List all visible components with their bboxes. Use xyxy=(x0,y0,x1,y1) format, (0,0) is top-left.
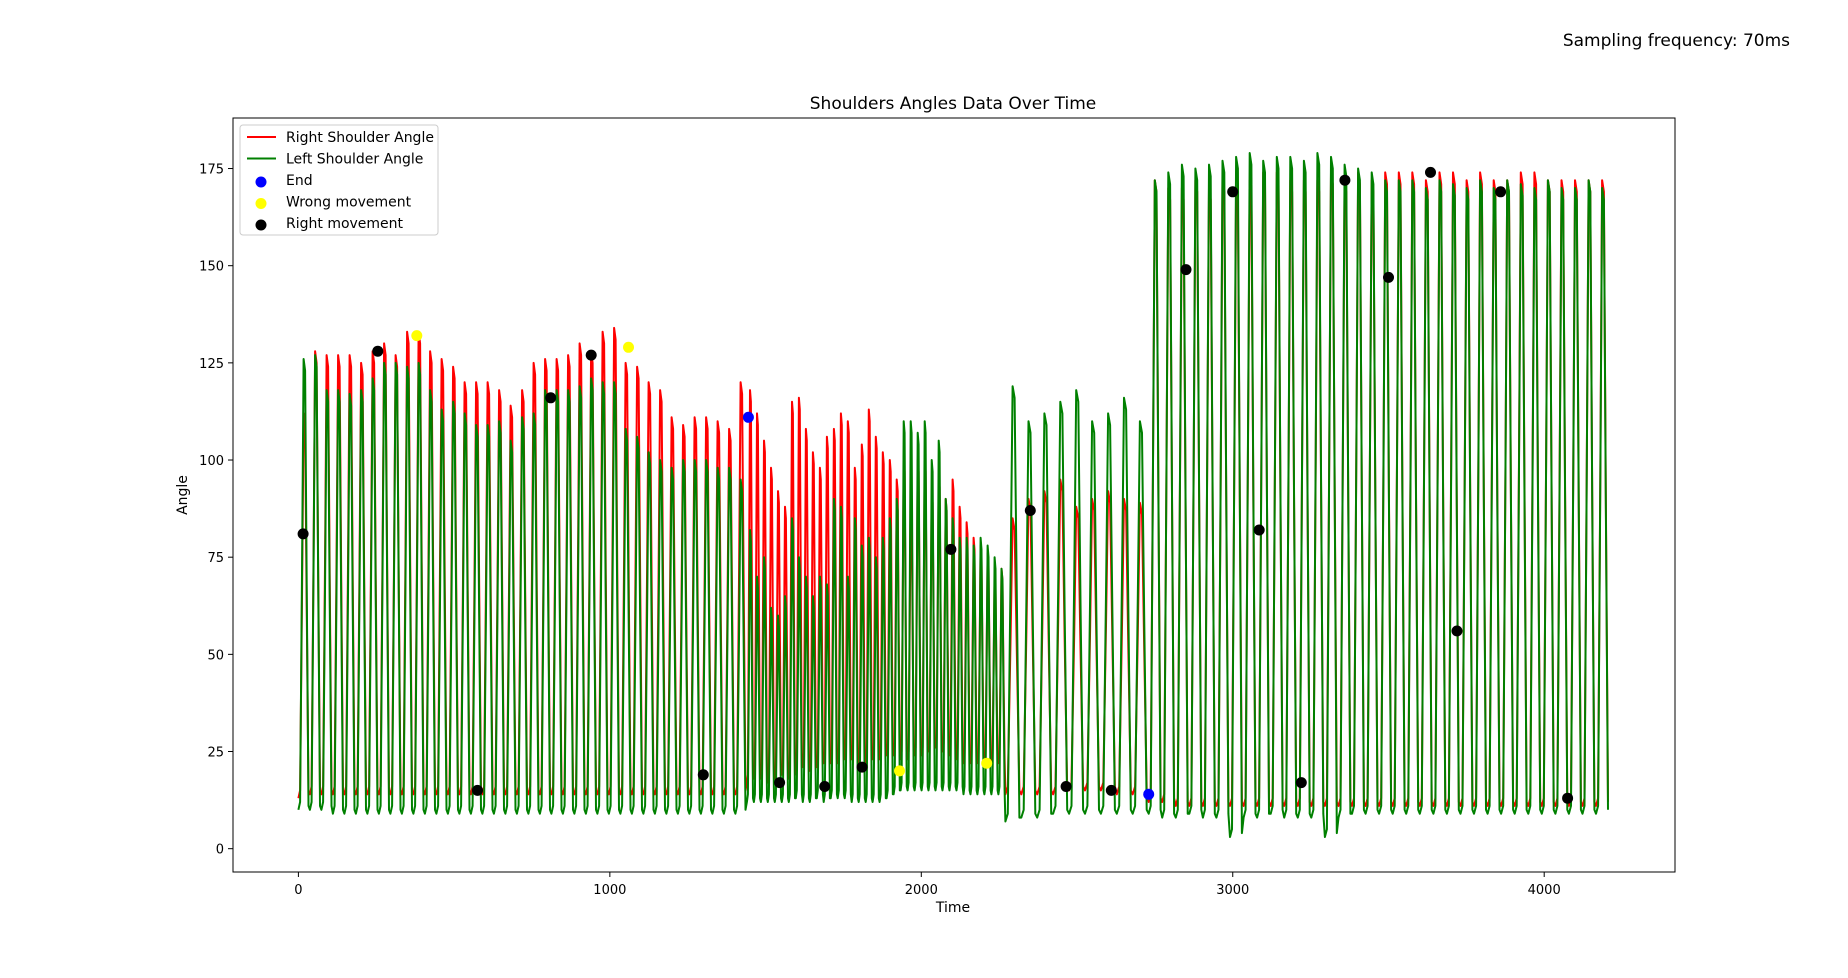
legend-label-4: Right movement xyxy=(286,216,404,232)
legend-label-2: End xyxy=(286,173,313,189)
legend-swatch-2 xyxy=(255,176,267,188)
marker-point-1-1 xyxy=(623,341,634,353)
marker-point-2-1 xyxy=(1143,788,1155,800)
x-tick-label-0: 0 xyxy=(294,883,302,898)
x-tick-label-4: 4000 xyxy=(1528,883,1561,898)
y-tick-label-7: 175 xyxy=(199,163,224,178)
chart-title: Shoulders Angles Data Over Time xyxy=(810,94,1097,114)
y-tick-label-6: 150 xyxy=(199,260,224,275)
legend-label-1: Left Shoulder Angle xyxy=(286,152,423,168)
marker-point-0-16 xyxy=(1295,777,1307,789)
marker-point-1-2 xyxy=(894,765,905,777)
marker-point-0-3 xyxy=(545,392,557,404)
sampling-frequency-note: Sampling frequency: 70ms xyxy=(1562,31,1790,51)
marker-point-0-15 xyxy=(1253,524,1265,536)
marker-point-0-10 xyxy=(1024,505,1036,516)
marker-point-0-17 xyxy=(1339,174,1351,186)
marker-point-0-7 xyxy=(819,781,831,792)
marker-point-0-19 xyxy=(1425,166,1436,178)
marker-point-0-21 xyxy=(1495,186,1507,198)
y-tick-label-4: 100 xyxy=(199,454,224,469)
marker-point-2-0 xyxy=(742,411,754,423)
legend-label-3: Wrong movement xyxy=(286,195,412,211)
marker-point-0-6 xyxy=(774,777,786,789)
y-tick-label-5: 125 xyxy=(199,357,224,372)
legend-box xyxy=(239,124,439,236)
marker-point-0-9 xyxy=(945,543,957,555)
marker-point-0-0 xyxy=(297,528,309,540)
y-axis-label: Angle xyxy=(175,475,191,515)
marker-point-0-8 xyxy=(856,761,868,773)
y-tick-label-0: 0 xyxy=(216,843,224,858)
marker-point-0-12 xyxy=(1105,784,1117,796)
marker-point-0-1 xyxy=(372,345,384,357)
series-line-1 xyxy=(297,152,1609,838)
legend-label-0: Right Shoulder Angle xyxy=(286,130,434,146)
marker-point-0-14 xyxy=(1227,186,1239,198)
marker-point-0-20 xyxy=(1451,625,1463,637)
marker-point-0-5 xyxy=(697,769,709,781)
legend-swatch-3 xyxy=(255,198,267,209)
marker-point-0-22 xyxy=(1562,792,1574,804)
marker-point-0-4 xyxy=(585,349,597,361)
marker-point-0-18 xyxy=(1383,271,1394,283)
y-axis: 0 25 50 75 100 125 150 175 xyxy=(199,163,233,858)
marker-point-1-0 xyxy=(411,330,423,342)
legend: Right Shoulder Angle Left Shoulder Angle E… xyxy=(239,124,439,236)
y-tick-label-2: 50 xyxy=(207,648,224,663)
y-tick-label-3: 75 xyxy=(207,551,224,566)
x-axis: 0 1000 2000 3000 4000 xyxy=(294,872,1561,898)
marker-point-0-11 xyxy=(1060,781,1072,792)
legend-swatch-4 xyxy=(255,219,267,231)
x-tick-label-2: 2000 xyxy=(905,883,938,898)
plot-area-frame xyxy=(232,117,1676,873)
marker-layer xyxy=(297,166,1574,804)
y-tick-label-1: 25 xyxy=(207,746,224,761)
marker-point-1-3 xyxy=(981,757,993,769)
series-layer xyxy=(297,152,1609,838)
marker-point-0-13 xyxy=(1180,264,1192,276)
x-tick-label-1: 1000 xyxy=(593,883,626,898)
x-tick-label-3: 3000 xyxy=(1216,883,1249,898)
x-axis-label: Time xyxy=(935,900,970,916)
marker-point-0-2 xyxy=(472,784,483,796)
